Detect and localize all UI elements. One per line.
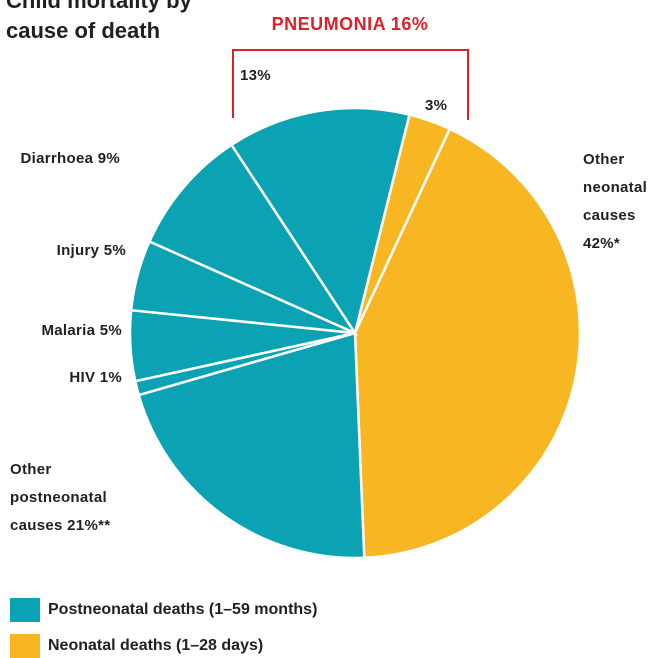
annotation: PNEUMONIA 16% <box>271 14 429 34</box>
category-label: HIV <box>69 369 96 386</box>
pie-slice <box>353 127 582 560</box>
value-label: 1% <box>99 369 122 386</box>
slice-label: Diarrhoea 9% <box>21 145 120 173</box>
pie-slice <box>137 331 366 560</box>
value-label: 21%** <box>67 517 111 534</box>
slice-label: 3% <box>425 92 447 120</box>
value-label: 13% <box>240 67 271 84</box>
value-label: 9% <box>97 150 120 167</box>
slice-label: Other neonatal causes 42%* <box>583 146 658 258</box>
slice-label: Other postneonatal causes 21%** <box>10 456 135 540</box>
slice-label: HIV 1% <box>69 364 122 392</box>
legend-label: Neonatal deaths (1–28 days) <box>48 637 264 654</box>
category-label: Malaria <box>41 322 96 339</box>
pie-slice <box>229 106 411 337</box>
bracket <box>232 49 469 120</box>
category-label: Other neonatal causes <box>583 151 648 224</box>
category-label: Other postneonatal causes <box>10 461 107 534</box>
pie-slice <box>147 143 359 336</box>
slice-label: Malaria 5% <box>41 317 122 345</box>
category-label: Injury <box>56 242 100 259</box>
category-label: Diarrhoea <box>20 150 94 167</box>
value-label: 3% <box>425 97 448 114</box>
value-label: 42%* <box>583 235 621 252</box>
value-label: 5% <box>103 242 126 259</box>
legend-swatch <box>10 634 40 658</box>
legend-swatch <box>10 598 40 622</box>
legend-label: Postneonatal deaths (1–59 months) <box>48 601 318 618</box>
legend-item: Postneonatal deaths (1–59 months) <box>10 598 317 622</box>
slice-label: 13% <box>240 62 271 90</box>
legend-item: Neonatal deaths (1–28 days) <box>10 634 263 658</box>
slice-label: Injury 5% <box>57 237 126 265</box>
chart-title: Child mortality by cause of death <box>6 0 192 43</box>
value-label: 5% <box>99 322 122 339</box>
